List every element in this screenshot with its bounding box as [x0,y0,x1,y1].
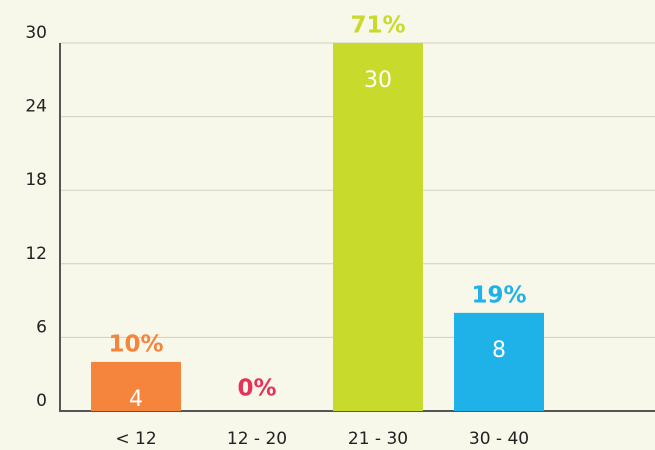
bar [333,43,423,411]
x-tick-label: 12 - 20 [227,429,287,449]
bar [454,312,544,411]
y-tick-label: 12 [25,244,47,264]
x-tick-label: 30 - 40 [469,429,529,449]
percent-label: 0% [237,376,276,402]
y-tick-label: 6 [36,317,47,337]
y-tick-label: 0 [36,391,47,411]
bar-value-label: 4 [129,387,143,412]
x-tick-label: 21 - 30 [348,429,408,449]
bar-value-label: 30 [364,68,392,93]
percent-label: 19% [471,282,526,308]
percent-label: 10% [108,331,163,357]
percent-label: 71% [350,13,405,39]
y-tick-label: 30 [25,23,47,43]
x-tick-label: < 12 [115,429,156,449]
bar [91,361,181,411]
y-tick-label: 18 [25,170,47,190]
bar-value-label: 8 [492,338,506,363]
y-tick-label: 24 [25,97,47,117]
